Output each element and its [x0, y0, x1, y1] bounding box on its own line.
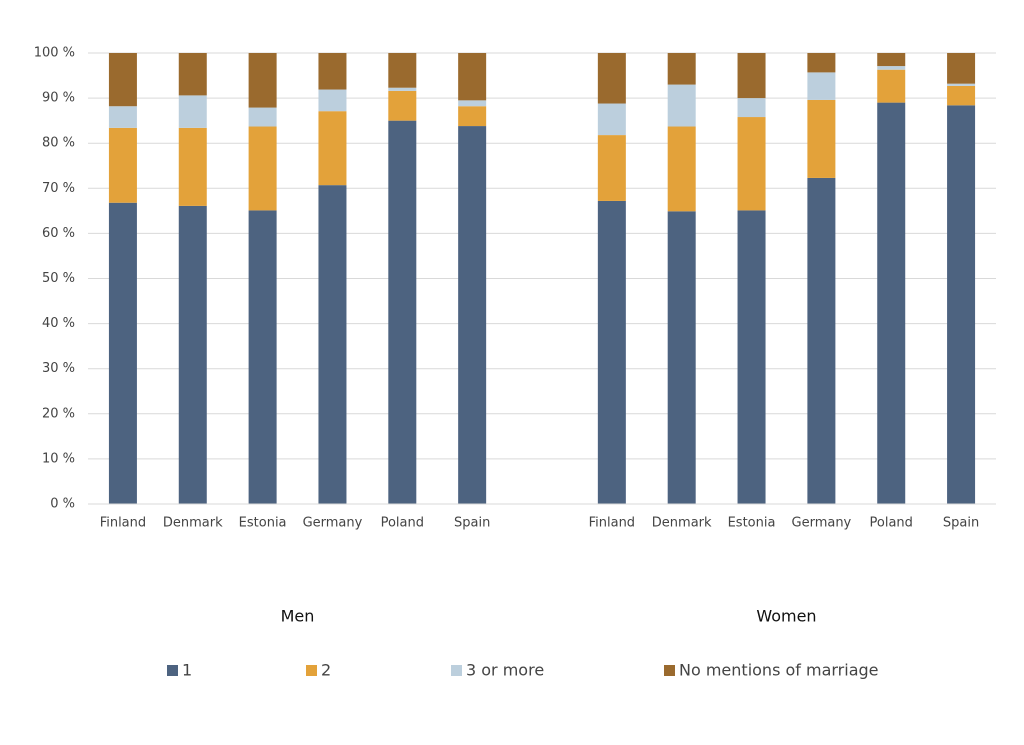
bar-segment — [877, 69, 906, 103]
x-tick-label: Finland — [589, 516, 635, 531]
group-label: Women — [756, 607, 816, 626]
bar-segment — [458, 106, 487, 127]
group-label: Men — [281, 607, 315, 626]
x-tick-label: Spain — [943, 516, 979, 531]
bar-segment — [318, 111, 347, 186]
bar-segment — [108, 202, 137, 504]
bar-segment — [947, 105, 976, 504]
y-tick-label: 60 % — [42, 226, 75, 241]
bar-segment — [597, 200, 626, 505]
bar-segment — [807, 53, 836, 73]
bar-segment — [248, 126, 277, 211]
legend-swatch — [306, 665, 317, 676]
bar-segment — [807, 177, 836, 504]
x-tick-label: Poland — [870, 516, 913, 531]
bar-segment — [667, 84, 696, 127]
legend-swatch — [167, 665, 178, 676]
bar-segment — [388, 120, 417, 505]
bar-segment — [108, 106, 137, 128]
x-tick-label: Poland — [381, 516, 424, 531]
bar-segment — [178, 53, 207, 96]
bar-segment — [667, 53, 696, 85]
bar-segment — [947, 85, 976, 106]
bar-segment — [458, 53, 487, 101]
legend-swatch — [451, 665, 462, 676]
x-tick-label: Germany — [792, 516, 852, 531]
bar-segment — [737, 210, 766, 505]
bar-segment — [178, 127, 207, 206]
bar-segment — [108, 127, 137, 203]
bar-segment — [877, 102, 906, 505]
bar-segment — [597, 103, 626, 136]
y-tick-label: 0 % — [50, 497, 75, 512]
bar-segment — [737, 98, 766, 118]
bar-segment — [667, 211, 696, 504]
x-tick-label: Denmark — [163, 516, 223, 531]
bar-segment — [458, 100, 487, 107]
bar-segment — [178, 95, 207, 128]
bar-segment — [807, 72, 836, 100]
bar-segment — [458, 126, 487, 504]
bar-segment — [318, 53, 347, 90]
bar-segment — [108, 53, 137, 107]
legend-label: No mentions of marriage — [679, 661, 879, 680]
bar-segment — [388, 53, 417, 88]
bar-segment — [947, 53, 976, 84]
x-tick-label: Germany — [303, 516, 363, 531]
bar-segment — [248, 210, 277, 505]
x-tick-label: Estonia — [728, 516, 776, 531]
bar-segment — [318, 185, 347, 504]
y-tick-label: 40 % — [42, 316, 75, 331]
y-tick-label: 20 % — [42, 406, 75, 421]
bar-segment — [318, 89, 347, 112]
bar-segment — [877, 66, 906, 70]
x-tick-label: Denmark — [652, 516, 712, 531]
y-tick-label: 70 % — [42, 181, 75, 196]
bar-segment — [737, 53, 766, 99]
bar-segment — [388, 90, 417, 121]
bar-segment — [178, 205, 207, 504]
bar-segment — [248, 53, 277, 108]
bar-segment — [737, 117, 766, 211]
legend-label: 2 — [321, 661, 331, 680]
bar-segment — [388, 87, 417, 91]
x-tick-label: Finland — [100, 516, 146, 531]
bar-segment — [947, 83, 976, 86]
legend-swatch — [664, 665, 675, 676]
legend-label: 3 or more — [466, 661, 544, 680]
y-tick-label: 100 % — [34, 46, 75, 61]
bar-segment — [877, 53, 906, 67]
x-tick-label: Spain — [454, 516, 490, 531]
bar-segment — [667, 126, 696, 212]
y-tick-label: 50 % — [42, 271, 75, 286]
bar-segment — [597, 135, 626, 201]
bar-segment — [807, 99, 836, 178]
legend-label: 1 — [182, 661, 192, 680]
x-tick-label: Estonia — [239, 516, 287, 531]
y-tick-label: 80 % — [42, 136, 75, 151]
bar-segment — [597, 53, 626, 104]
bar-segment — [248, 107, 277, 127]
y-tick-label: 10 % — [42, 451, 75, 466]
y-tick-label: 90 % — [42, 91, 75, 106]
y-tick-label: 30 % — [42, 361, 75, 376]
